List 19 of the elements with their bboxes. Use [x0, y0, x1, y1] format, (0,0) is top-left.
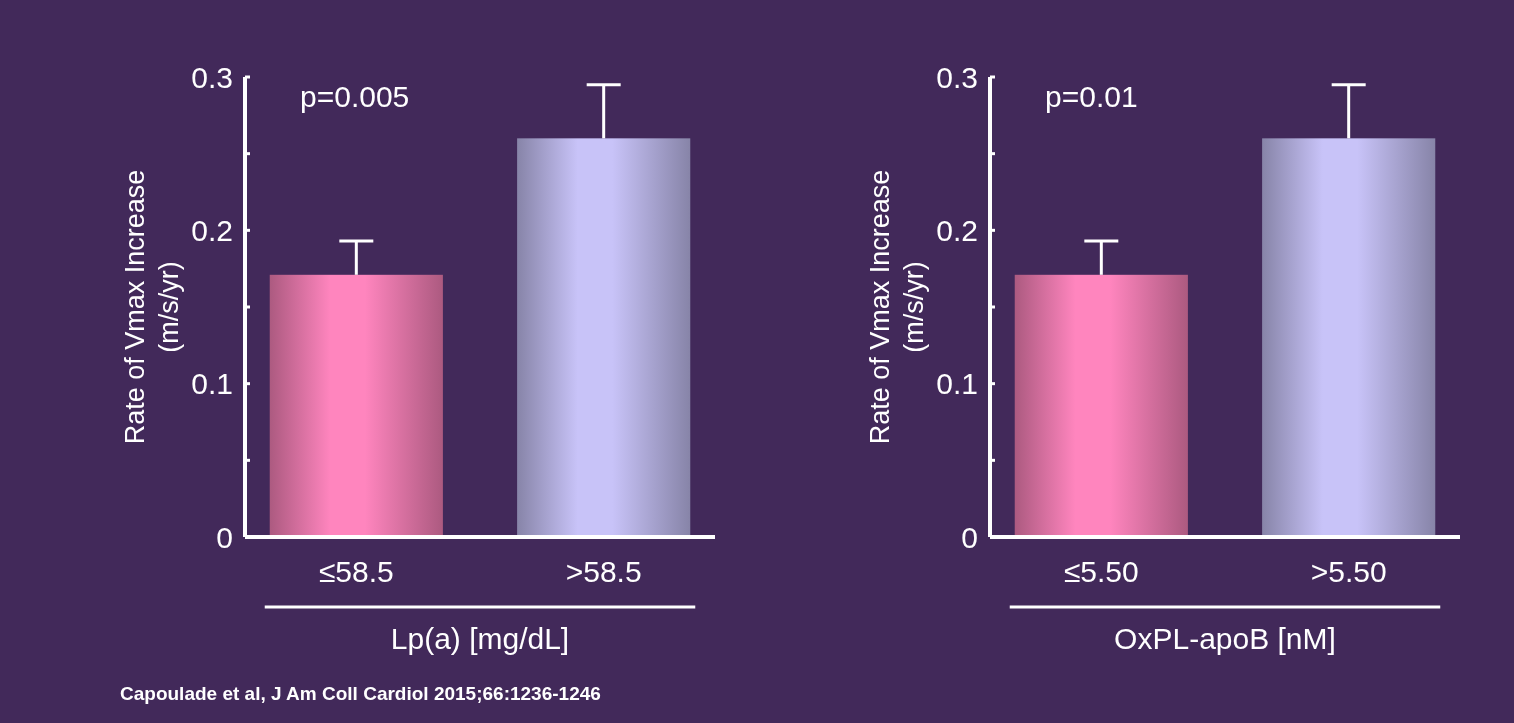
y-tick-label: 0 — [216, 520, 233, 554]
text: Capoulade et al, J Am Coll Cardiol 2015;66:1236-1246 — [120, 683, 601, 704]
y-axis-title: Rate of Vmax Increase (m/s/yr) — [865, 169, 929, 445]
x-tick-label: ≤58.5 — [318, 555, 394, 588]
x-axis-title: OxPL-apoB [nM] — [1114, 622, 1336, 655]
x-tick-label: >58.5 — [565, 555, 642, 588]
annotation: p=0.005 — [300, 80, 410, 113]
y-tick-label: 0.3 — [191, 60, 233, 94]
y-tick-label: 0 — [961, 520, 978, 554]
x-tick-label: ≤5.50 — [1063, 555, 1139, 588]
y-tick-label: 0.1 — [936, 367, 978, 401]
y-tick-label: 0.3 — [936, 60, 978, 94]
y-axis-title: Rate of Vmax Increase (m/s/yr) — [120, 169, 184, 445]
y-tick-label: 0.2 — [936, 213, 978, 247]
x-tick-label: >5.50 — [1310, 555, 1387, 588]
y-tick-label: 0.1 — [191, 367, 233, 401]
y-tick-label: 0.2 — [191, 213, 233, 247]
x-axis-title: Lp(a) [mg/dL] — [390, 622, 570, 655]
annotation: p=0.01 — [1045, 80, 1138, 113]
